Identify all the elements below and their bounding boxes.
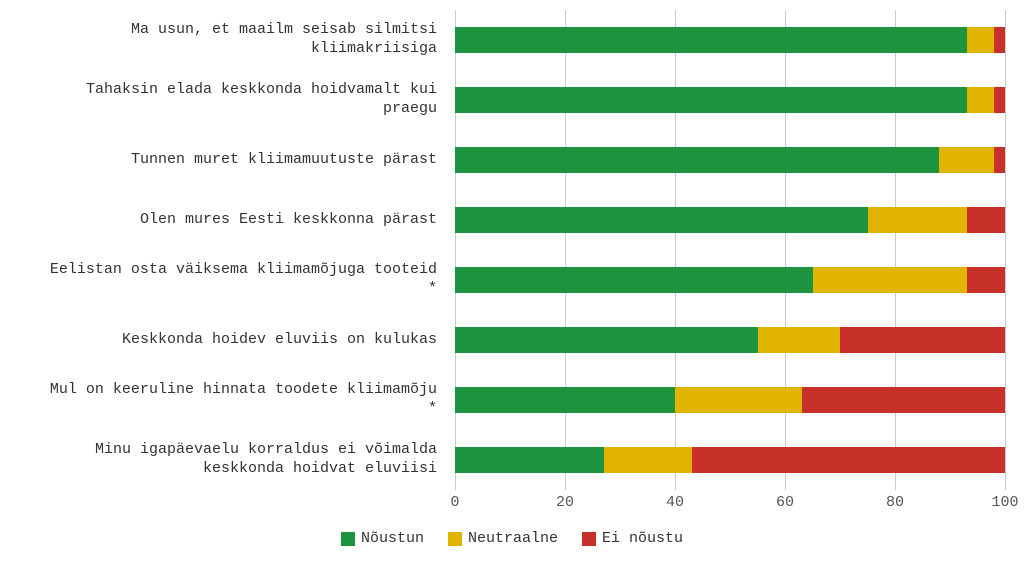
bar-segment-agree xyxy=(455,267,813,293)
bar-segment-agree xyxy=(455,327,758,353)
plot-area xyxy=(455,10,1005,490)
legend-item-disagree: Ei nõustu xyxy=(582,530,683,547)
x-axis-ticks: 020406080100 xyxy=(455,494,1005,514)
x-tick-label: 100 xyxy=(991,494,1018,511)
legend: Nõustun Neutraalne Ei nõustu xyxy=(0,530,1024,551)
bar-segment-disagree xyxy=(692,447,1006,473)
row-label: Ma usun, et maailm seisab silmitsi kliim… xyxy=(0,10,445,70)
bar-segment-agree xyxy=(455,87,967,113)
bar-segment-disagree xyxy=(967,267,1006,293)
x-tick-label: 80 xyxy=(886,494,904,511)
bar-segment-neutral xyxy=(675,387,802,413)
legend-label: Nõustun xyxy=(361,530,424,547)
bar-segment-neutral xyxy=(604,447,692,473)
row-label: Minu igapäevaelu korraldus ei võimalda k… xyxy=(0,430,445,490)
row-label: Tunnen muret kliimamuutuste pärast xyxy=(0,130,445,190)
bar-segment-agree xyxy=(455,207,868,233)
x-tick-label: 20 xyxy=(556,494,574,511)
bar-row xyxy=(455,327,1005,353)
gridline xyxy=(785,10,786,490)
legend-label: Ei nõustu xyxy=(602,530,683,547)
gridline xyxy=(1005,10,1006,490)
gridline xyxy=(895,10,896,490)
bar-segment-agree xyxy=(455,387,675,413)
bar-segment-disagree xyxy=(967,207,1006,233)
row-label: Mul on keeruline hinnata toodete kliimam… xyxy=(0,370,445,430)
bar-segment-disagree xyxy=(994,147,1005,173)
bar-segment-neutral xyxy=(967,27,995,53)
bar-segment-disagree xyxy=(994,87,1005,113)
bar-segment-neutral xyxy=(939,147,994,173)
bar-segment-neutral xyxy=(758,327,841,353)
bar-segment-disagree xyxy=(994,27,1005,53)
legend-swatch xyxy=(448,532,462,546)
bar-row xyxy=(455,87,1005,113)
legend-label: Neutraalne xyxy=(468,530,558,547)
bar-segment-agree xyxy=(455,447,604,473)
y-axis-labels: Ma usun, et maailm seisab silmitsi kliim… xyxy=(0,10,445,490)
legend-item-neutral: Neutraalne xyxy=(448,530,558,547)
stacked-bar-chart: Ma usun, et maailm seisab silmitsi kliim… xyxy=(0,0,1024,566)
legend-swatch xyxy=(582,532,596,546)
bar-row xyxy=(455,387,1005,413)
gridline xyxy=(565,10,566,490)
legend-item-agree: Nõustun xyxy=(341,530,424,547)
bar-segment-neutral xyxy=(868,207,967,233)
bar-row xyxy=(455,147,1005,173)
row-label: Eelistan osta väiksema kliimamõjuga toot… xyxy=(0,250,445,310)
bar-row xyxy=(455,267,1005,293)
x-tick-label: 40 xyxy=(666,494,684,511)
bar-row xyxy=(455,447,1005,473)
bar-segment-neutral xyxy=(967,87,995,113)
x-tick-label: 60 xyxy=(776,494,794,511)
bar-segment-agree xyxy=(455,147,939,173)
row-label: Olen mures Eesti keskkonna pärast xyxy=(0,190,445,250)
row-label: Keskkonda hoidev eluviis on kulukas xyxy=(0,310,445,370)
x-tick-label: 0 xyxy=(450,494,459,511)
bar-segment-disagree xyxy=(802,387,1006,413)
bar-row xyxy=(455,27,1005,53)
bar-segment-neutral xyxy=(813,267,967,293)
row-label: Tahaksin elada keskkonda hoidvamalt kui … xyxy=(0,70,445,130)
bar-row xyxy=(455,207,1005,233)
bar-segment-agree xyxy=(455,27,967,53)
gridline xyxy=(675,10,676,490)
gridline xyxy=(455,10,456,490)
bar-segment-disagree xyxy=(840,327,1005,353)
legend-swatch xyxy=(341,532,355,546)
